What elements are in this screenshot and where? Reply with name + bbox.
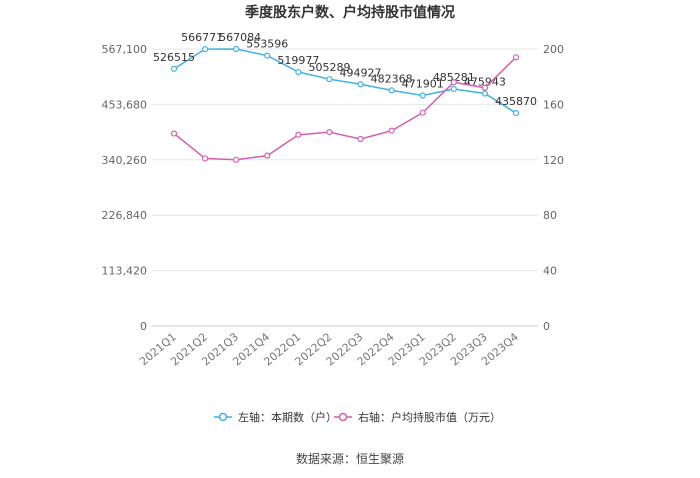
axes: 0 113,420 226,840 340,260 453,680 567,100 0 40 8…	[102, 43, 565, 368]
right-axis-tick-label: 120	[543, 154, 564, 167]
data-point[interactable]	[419, 92, 426, 99]
data-point[interactable]	[450, 79, 457, 86]
data-point[interactable]	[170, 130, 178, 137]
legend[interactable]: 左轴：本期数（户） 右轴：户均持股市值（万元）	[214, 410, 501, 424]
data-point[interactable]	[264, 152, 271, 159]
data-point[interactable]	[512, 54, 520, 61]
left-axis-tick-label: 0	[140, 320, 147, 333]
data-point[interactable]	[481, 84, 489, 91]
data-point[interactable]	[233, 45, 240, 53]
legend-item-label[interactable]: 左轴：本期数（户）	[238, 410, 337, 424]
data-label: 519977	[277, 54, 319, 67]
data-label: 435870	[495, 95, 537, 108]
left-axis-tick-label: 226,840	[102, 209, 148, 222]
right-axis-tick-label: 200	[543, 43, 564, 56]
data-point[interactable]	[170, 65, 178, 72]
legend-item-label[interactable]: 右轴：户均持股市值（万元）	[358, 410, 501, 424]
data-label: 566771	[181, 31, 223, 44]
right-axis-tick-label: 40	[543, 265, 557, 278]
data-label: 485281	[433, 71, 475, 84]
right-axis-tick-label: 80	[543, 209, 557, 222]
data-point[interactable]	[295, 131, 302, 138]
data-point[interactable]	[326, 76, 333, 83]
data-point[interactable]	[481, 90, 489, 97]
grid-lines	[152, 48, 538, 327]
data-point[interactable]	[201, 46, 209, 53]
data-point[interactable]	[201, 155, 209, 162]
data-label: 526515	[153, 51, 195, 64]
left-axis-tick-label: 453,680	[102, 98, 148, 111]
data-point[interactable]	[357, 135, 364, 143]
data-point[interactable]	[295, 68, 302, 76]
data-source: 数据来源：恒生聚源	[296, 451, 404, 466]
data-point[interactable]	[450, 85, 457, 93]
left-axis-tick-label: 340,260	[102, 154, 148, 167]
data-point[interactable]	[512, 109, 520, 117]
right-axis-tick-label: 0	[543, 320, 550, 333]
data-label: 553596	[246, 38, 288, 51]
legend-marker-icon	[338, 412, 348, 422]
right-axis-tick-label: 160	[543, 98, 564, 111]
data-label: 567084	[219, 31, 261, 44]
series-line-avg-holding-value	[173, 56, 517, 161]
data-point[interactable]	[419, 109, 426, 116]
data-point[interactable]	[388, 87, 395, 94]
data-point[interactable]	[388, 127, 395, 134]
data-label: 471901	[402, 77, 444, 90]
series-line-households	[173, 48, 517, 114]
left-axis-tick-label: 567,100	[102, 43, 148, 56]
legend-marker-icon	[218, 412, 228, 422]
data-label: 494927	[340, 66, 382, 79]
data-point[interactable]	[233, 156, 240, 163]
data-point[interactable]	[357, 81, 364, 88]
data-label: 505289	[308, 61, 350, 74]
left-axis-tick-label: 113,420	[102, 265, 148, 278]
data-point[interactable]	[264, 52, 271, 59]
data-label: 482368	[371, 72, 413, 85]
data-point[interactable]	[326, 129, 333, 136]
chart-title: 季度股东户数、户均持股市值情况	[244, 4, 455, 21]
